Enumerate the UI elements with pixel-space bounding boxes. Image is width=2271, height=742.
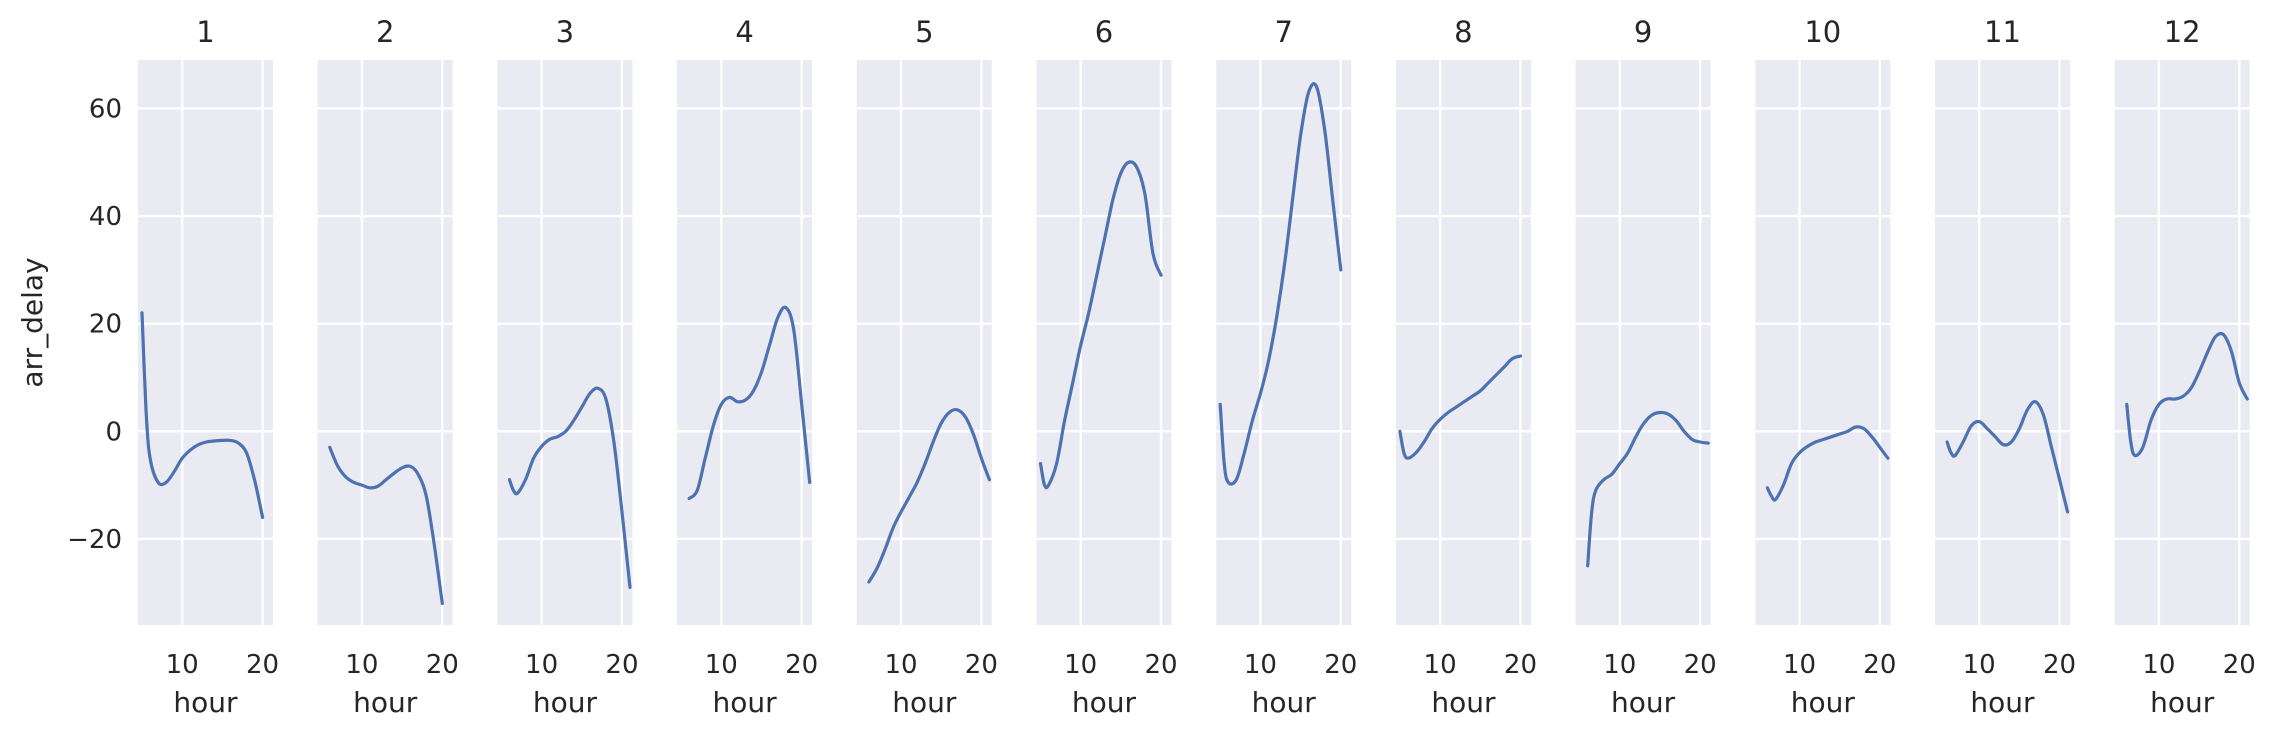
x-tick-label: 20 — [1324, 650, 1357, 680]
y-tick-label: 20 — [89, 310, 122, 340]
y-axis-label: arr_delay — [16, 257, 49, 387]
facet-panel: 5 10 20 hour — [856, 15, 998, 719]
x-axis-label: hour — [1791, 686, 1856, 719]
facet-title: 9 — [1634, 15, 1652, 49]
x-tick-label: 20 — [2043, 650, 2076, 680]
facet-panel: 11 10 20 hour — [1935, 15, 2076, 719]
x-tick-label: 20 — [426, 650, 459, 680]
x-axis-label: hour — [2150, 686, 2215, 719]
x-axis-label: hour — [1252, 686, 1317, 719]
x-tick-label: 20 — [1863, 650, 1896, 680]
panel-background — [497, 60, 633, 625]
facet-title: 7 — [1274, 15, 1292, 49]
series-line — [1586, 410, 1710, 568]
series-line — [1218, 82, 1343, 486]
y-tick-label: −20 — [67, 525, 122, 555]
series-line — [867, 407, 991, 584]
series-line — [2125, 331, 2249, 458]
x-tick-label: 10 — [525, 650, 558, 680]
panel-background — [1755, 60, 1891, 625]
panel-background — [138, 60, 273, 625]
facet-title: 1 — [196, 15, 214, 49]
x-axis-label: hour — [1072, 686, 1137, 719]
x-axis-label: hour — [1970, 686, 2035, 719]
x-tick-label: 10 — [884, 650, 917, 680]
x-tick-label: 10 — [2142, 650, 2175, 680]
series-line — [507, 386, 632, 589]
series-line — [1398, 354, 1523, 460]
facet-panel: 12 10 20 hour — [2114, 15, 2256, 719]
facet-title: 2 — [376, 15, 394, 49]
facet-panel: 9 10 20 hour — [1575, 15, 1717, 719]
series-line — [1038, 160, 1163, 490]
series-line — [687, 305, 812, 501]
facet-title: 6 — [1095, 15, 1113, 49]
x-tick-label: 10 — [1963, 650, 1996, 680]
panel-background — [317, 60, 453, 625]
panel-background — [856, 60, 992, 625]
panel-background — [1395, 60, 1531, 625]
facet-title: 10 — [1804, 15, 1841, 49]
x-tick-label: 20 — [2223, 650, 2256, 680]
facet-title: 5 — [915, 15, 933, 49]
facet-panel: 6 10 20 hour — [1036, 15, 1178, 719]
x-tick-label: 20 — [1504, 650, 1537, 680]
panel-background — [1935, 60, 2070, 625]
panel-background — [1216, 60, 1352, 625]
x-axis-label: hour — [353, 686, 418, 719]
x-tick-label: 20 — [1684, 650, 1717, 680]
x-axis-label: hour — [533, 686, 598, 719]
x-tick-label: 10 — [345, 650, 378, 680]
x-tick-label: 10 — [166, 650, 199, 680]
facet-title: 3 — [556, 15, 574, 49]
x-axis-label: hour — [173, 686, 238, 719]
x-tick-label: 10 — [1244, 650, 1277, 680]
x-tick-label: 20 — [605, 650, 638, 680]
panel-background — [677, 60, 813, 625]
facet-title: 12 — [2164, 15, 2201, 49]
facet-panel: 1 10 20 hour — [138, 15, 279, 719]
x-tick-label: 10 — [1424, 650, 1457, 680]
series-line — [140, 311, 265, 519]
x-tick-label: 10 — [1783, 650, 1816, 680]
series-line — [328, 445, 444, 606]
x-axis-label: hour — [1611, 686, 1676, 719]
facet-title: 11 — [1984, 15, 2021, 49]
x-tick-label: 10 — [705, 650, 738, 680]
panel-background — [1575, 60, 1711, 625]
x-tick-label: 20 — [965, 650, 998, 680]
x-tick-label: 20 — [246, 650, 279, 680]
x-axis-label: hour — [713, 686, 778, 719]
y-tick-label: 60 — [89, 94, 122, 124]
series-line — [1765, 425, 1890, 502]
facet-title: 8 — [1454, 15, 1472, 49]
x-axis-label: hour — [892, 686, 957, 719]
x-axis-label: hour — [1431, 686, 1496, 719]
facet-panel: 2 10 20 hour — [317, 15, 459, 719]
x-tick-label: 20 — [1145, 650, 1178, 680]
facet-panel: 8 10 20 hour — [1395, 15, 1537, 719]
y-tick-label: 0 — [105, 417, 122, 447]
series-line — [1945, 400, 2070, 514]
x-tick-label: 10 — [1064, 650, 1097, 680]
facet-title: 4 — [735, 15, 753, 49]
x-tick-label: 20 — [785, 650, 818, 680]
x-tick-label: 10 — [1603, 650, 1636, 680]
panel-background — [1036, 60, 1172, 625]
y-tick-label: 40 — [89, 202, 122, 232]
